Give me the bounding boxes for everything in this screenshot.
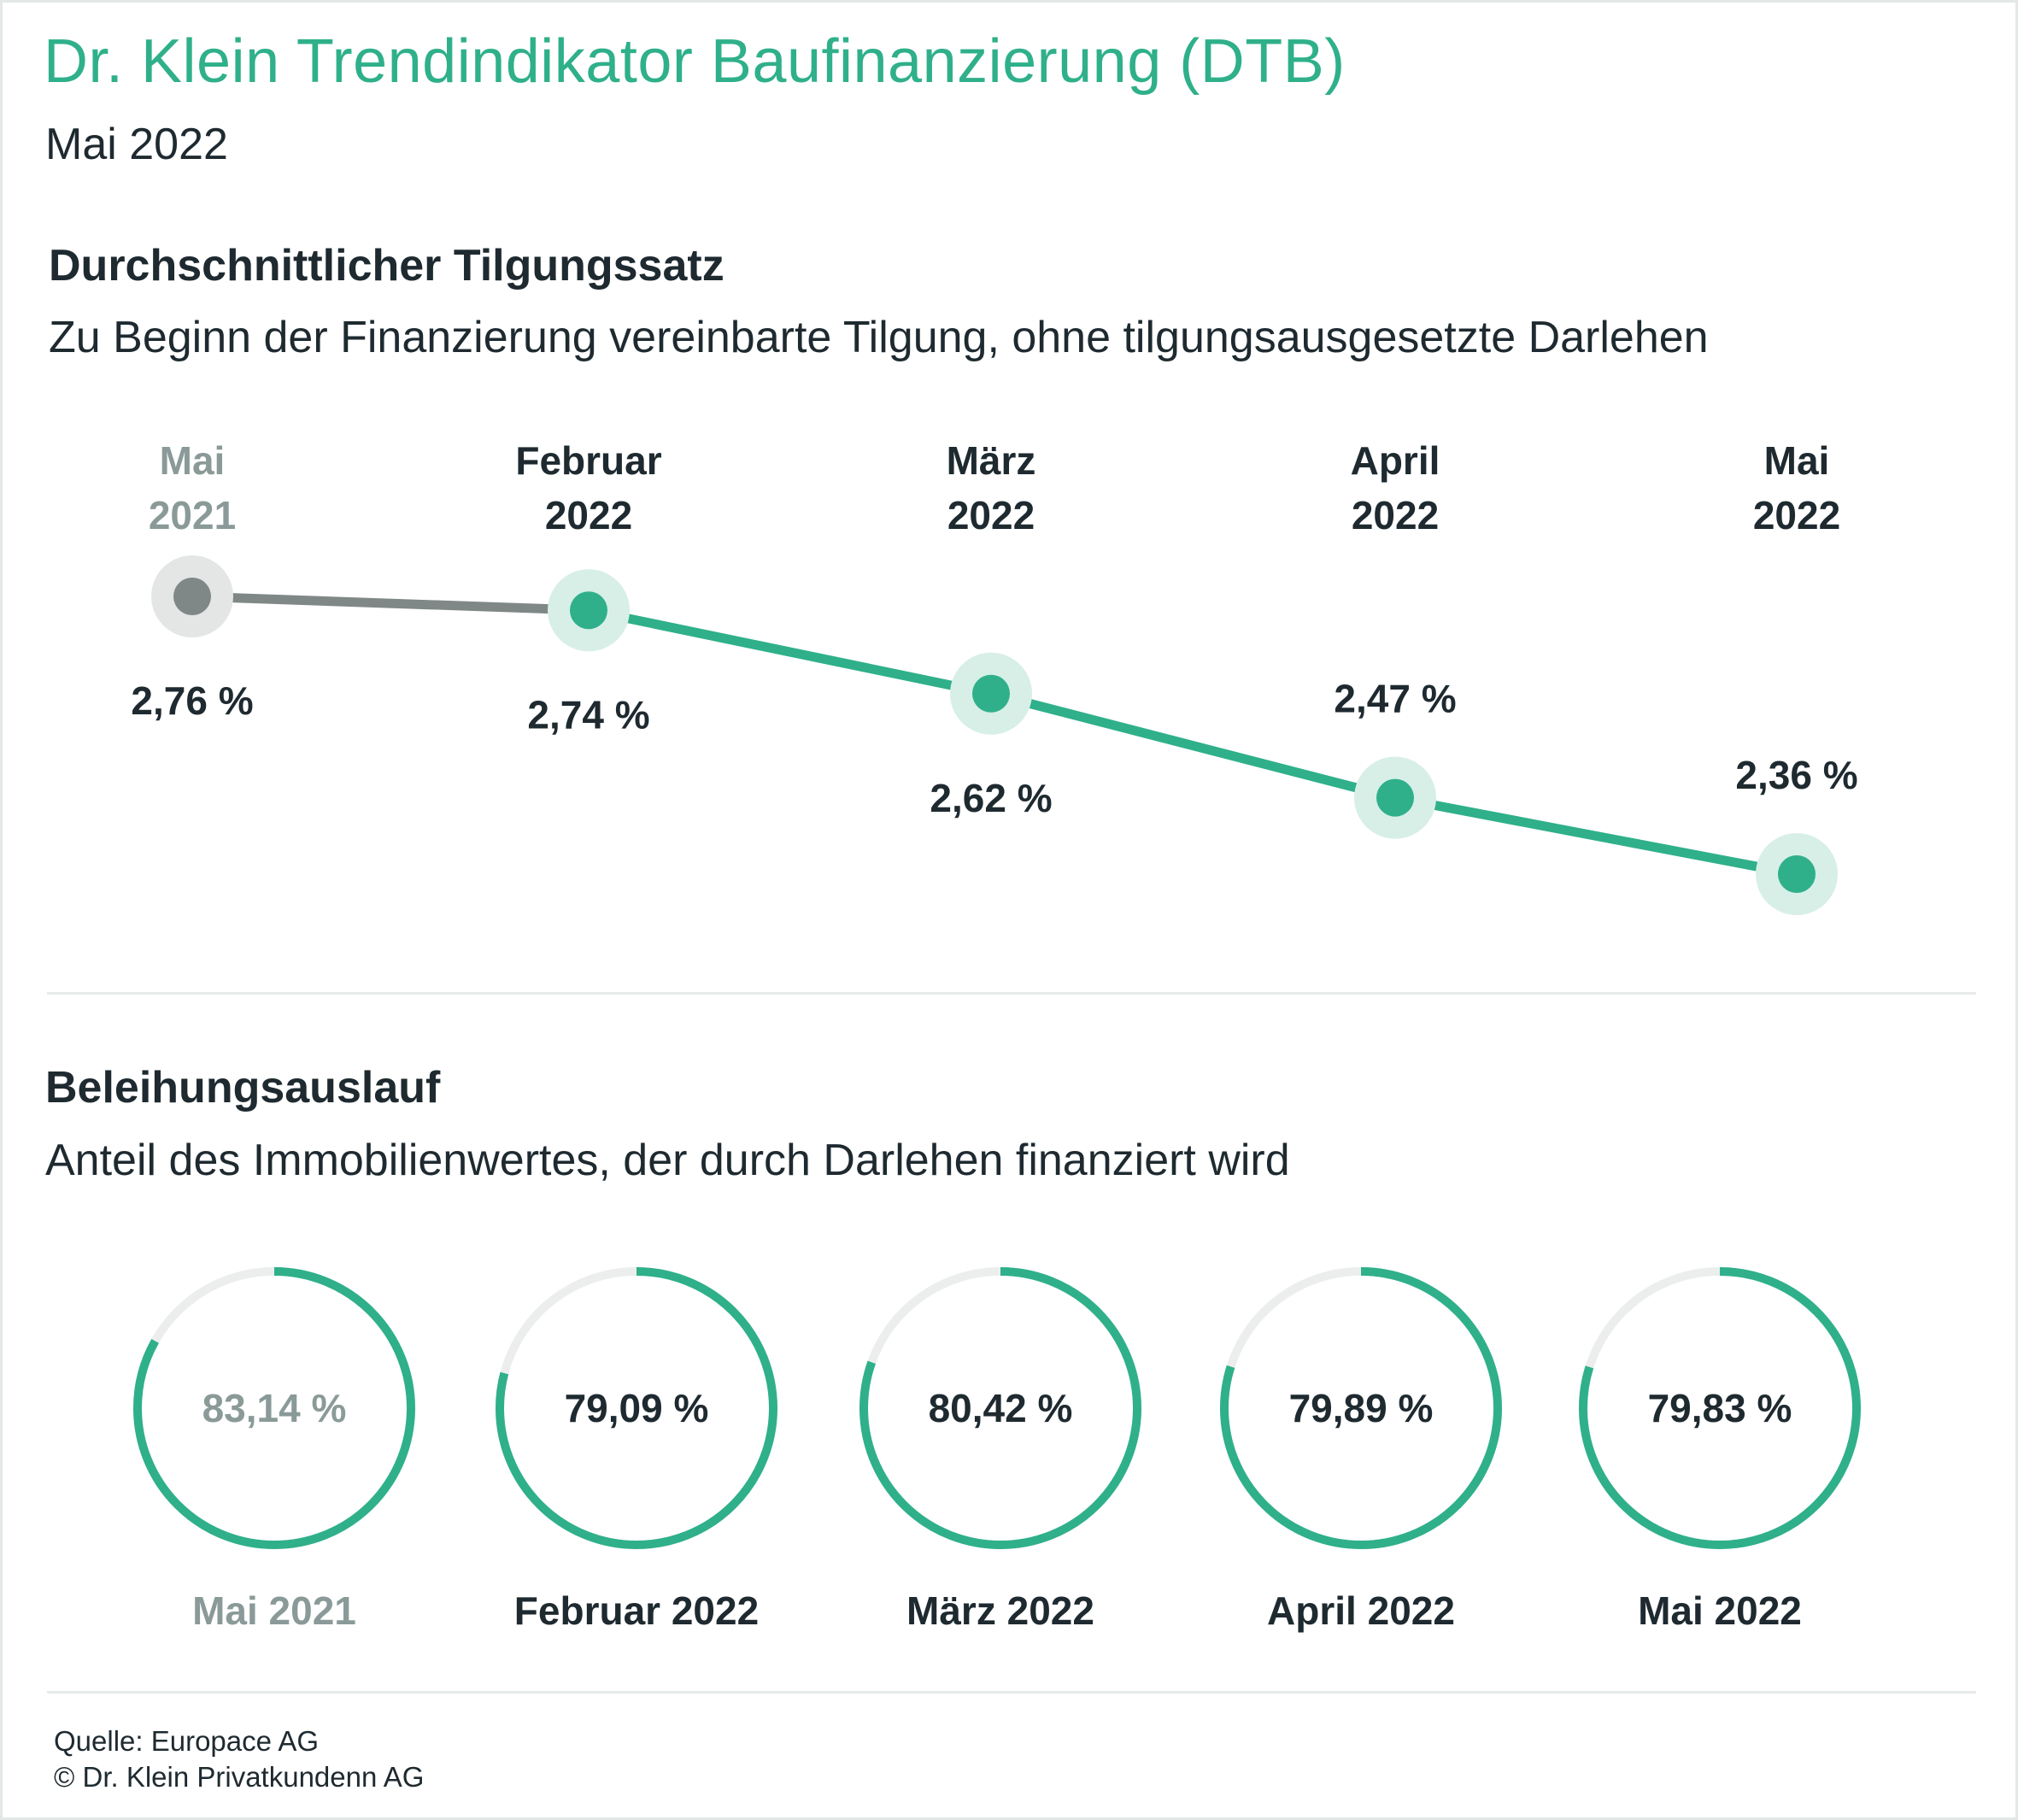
ring-value-arc xyxy=(496,1267,777,1549)
line-segment xyxy=(986,689,1400,803)
ring-category-label: Februar 2022 xyxy=(514,1588,759,1633)
ring-value-arc xyxy=(133,1267,415,1549)
data-point xyxy=(972,674,1010,713)
tilgungssatz-line-chart: Mai 2021 Februar 2022 März 2022 April 2022 Mai 20… xyxy=(131,438,1858,915)
data-value-label: 2,36 % xyxy=(1735,753,1857,797)
data-value-label: 2,76 % xyxy=(131,678,253,723)
x-axis-month-label: März xyxy=(947,438,1036,483)
x-axis-month-label: Mai xyxy=(160,438,226,483)
page-title: Dr. Klein Trendindikator Baufinanzierung… xyxy=(44,27,1346,96)
data-value-label: 2,47 % xyxy=(1334,677,1456,721)
ring-category-label: April 2022 xyxy=(1267,1588,1455,1633)
x-axis-month-label: April xyxy=(1351,438,1440,483)
footer-divider xyxy=(47,1691,1976,1694)
section-description-beleihungsauslauf: Anteil des Immobilienwertes, der durch D… xyxy=(45,1136,1290,1185)
ring-value-label: 79,89 % xyxy=(1289,1386,1434,1430)
x-axis-year-label: 2021 xyxy=(149,493,236,537)
ring-value-label: 79,09 % xyxy=(565,1386,709,1430)
ring-value-arc xyxy=(1220,1267,1502,1549)
ring-value-label: 79,83 % xyxy=(1648,1386,1792,1430)
section-divider xyxy=(47,992,1976,995)
x-axis-month-label: Mai xyxy=(1764,438,1830,483)
ring-value-label: 83,14 % xyxy=(202,1386,347,1430)
line-segment xyxy=(1390,793,1802,879)
x-axis-year-label: 2022 xyxy=(1753,493,1840,537)
data-value-label: 2,74 % xyxy=(527,692,649,737)
section-heading-beleihungsauslauf: Beleihungsauslauf xyxy=(45,1063,441,1113)
ring-value-arc xyxy=(859,1267,1141,1549)
ring-value-label: 80,42 % xyxy=(929,1386,1073,1430)
data-point xyxy=(1778,855,1816,893)
ring-category-label: Mai 2021 xyxy=(192,1588,356,1633)
copyright-label: © Dr. Klein Privatkundenn AG xyxy=(54,1761,425,1793)
data-value-label: 2,62 % xyxy=(930,776,1052,820)
data-point xyxy=(570,591,607,630)
line-segment xyxy=(584,605,996,699)
x-axis-year-label: 2022 xyxy=(947,493,1035,537)
x-axis-month-label: Februar xyxy=(515,438,661,483)
x-axis-year-label: 2022 xyxy=(1352,493,1439,537)
page-subtitle: Mai 2022 xyxy=(45,120,228,169)
line-segment-reference xyxy=(187,591,594,615)
beleihungsauslauf-ring-chart: 83,14 % Mai 2021 79,09 % Februar 2022 80,42 … xyxy=(133,1267,1861,1633)
section-description-tilgungssatz: Zu Beginn der Finanzierung vereinbarte T… xyxy=(49,313,1709,362)
ring-value-arc xyxy=(1579,1267,1861,1549)
ring-category-label: März 2022 xyxy=(906,1588,1094,1633)
section-heading-tilgungssatz: Durchschnittlicher Tilgungssatz xyxy=(49,241,724,291)
ring-category-label: Mai 2022 xyxy=(1638,1588,1802,1633)
data-point xyxy=(173,578,211,615)
data-point xyxy=(1376,778,1414,817)
x-axis-year-label: 2022 xyxy=(545,493,632,537)
source-label: Quelle: Europace AG xyxy=(54,1725,320,1757)
